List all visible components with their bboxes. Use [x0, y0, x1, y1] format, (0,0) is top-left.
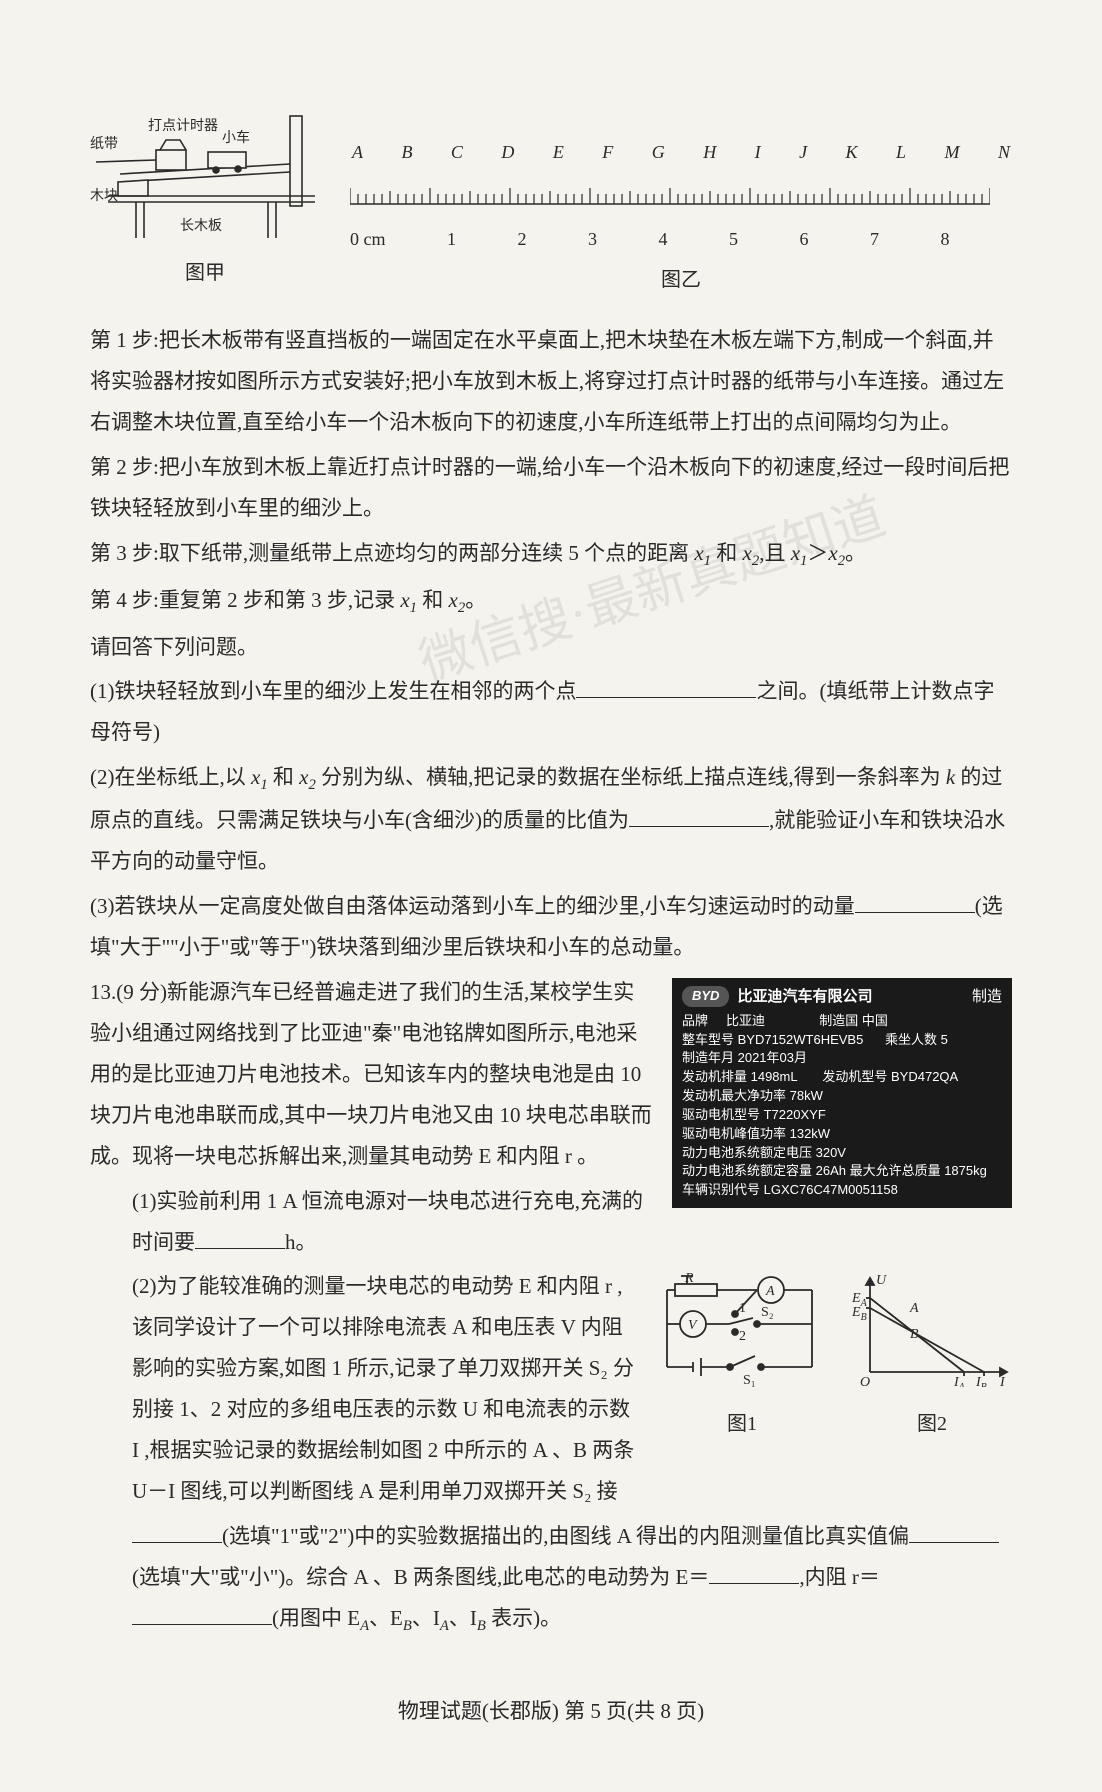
- q13-head: 13.(9 分)新能源汽车已经普遍走进了我们的生活,某校学生实验小组通过网络找到…: [90, 972, 654, 1177]
- nameplate: BYD 比亚迪汽车有限公司 制造 品牌 比亚迪 制造国 中国整车型号 BYD71…: [672, 978, 1012, 1208]
- byd-logo: BYD: [682, 986, 729, 1007]
- label-board: 长木板: [180, 218, 222, 234]
- svg-text:B: B: [910, 1327, 919, 1342]
- svg-text:IA: IA: [953, 1375, 966, 1387]
- svg-text:O: O: [860, 1375, 870, 1387]
- q12-3: (3)若铁块从一定高度处做自由落体运动落到小车上的细沙里,小车匀速运动时的动量(…: [90, 886, 1012, 968]
- q12-1: (1)铁块轻轻放到小车里的细沙上发生在相邻的两个点之间。(填纸带上计数点字母符号…: [90, 671, 1012, 753]
- label-tape: 纸带: [90, 136, 118, 152]
- ruler-numbers: 0 cm 1 2 3 4 5 6 7 8: [350, 220, 1012, 257]
- ruler-letter: A: [352, 135, 363, 170]
- nameplate-row: 车辆识别代号 LGXC76C47M0051158: [682, 1181, 1002, 1200]
- label-timer: 打点计时器: [148, 117, 218, 134]
- ruler-letter: E: [553, 135, 564, 170]
- ruler-number: 8: [941, 222, 950, 257]
- nameplate-row: 品牌 比亚迪 制造国 中国: [682, 1012, 1002, 1031]
- ruler-letter: D: [501, 135, 514, 170]
- step-4: 第 4 步:重复第 2 步和第 3 步,记录 x1 和 x2。: [90, 580, 1012, 623]
- label-cart: 小车: [222, 129, 250, 146]
- apparatus-figure: 纸带 打点计时器 小车 木块 长木板 图甲: [90, 110, 320, 293]
- q13-1: (1)实验前利用 1 A 恒流电源对一块电芯进行充电,充满的时间要h。: [90, 1181, 654, 1263]
- figure-row: 纸带 打点计时器 小车 木块 长木板 图甲 A B C D E F G H I J K L M N 0 c…: [90, 110, 1012, 300]
- ruler-letter: F: [602, 135, 613, 170]
- q13-2-block: (2)为了能较准确的测量一块电芯的电动势 E 和内阻 r ,该同学设计了一个可以…: [90, 1266, 1012, 1516]
- ruler-letter: G: [652, 135, 665, 170]
- ruler-letter: H: [703, 135, 716, 170]
- nameplate-row: 驱动电机型号 T7220XYF: [682, 1106, 1002, 1125]
- ruler-letter: M: [944, 135, 959, 170]
- q13-2b: (选填"1"或"2")中的实验数据描出的,由图线 A 得出的内阻测量值比真实值偏…: [90, 1516, 1012, 1641]
- ruler-number: 1: [447, 222, 456, 257]
- nameplate-row: 动力电池系统额定容量 26Ah 最大允许总质量 1875kg: [682, 1162, 1002, 1181]
- label-block: 木块: [90, 188, 118, 204]
- ruler-number: 5: [729, 222, 738, 257]
- ruler-number: 3: [588, 222, 597, 257]
- circuit-figure: R A V S₂ 1 2 S₁ 图1: [657, 1272, 827, 1444]
- svg-text:S₂: S₂: [761, 1305, 774, 1320]
- nameplate-row: 发动机排量 1498mL 发动机型号 BYD472QA: [682, 1068, 1002, 1087]
- svg-text:IB: IB: [975, 1375, 987, 1387]
- ruler-caption: 图乙: [350, 261, 1012, 300]
- nameplate-row: 动力电池系统额定电压 320V: [682, 1144, 1002, 1163]
- q13-block: 13.(9 分)新能源汽车已经普遍走进了我们的生活,某校学生实验小组通过网络找到…: [90, 972, 1012, 1267]
- ruler-letter: B: [401, 135, 412, 170]
- apparatus-caption: 图甲: [90, 254, 320, 293]
- apparatus-svg: 纸带 打点计时器 小车 木块 长木板: [90, 110, 320, 250]
- nameplate-make: 制造: [972, 986, 1002, 1008]
- ruler-number: 2: [518, 222, 527, 257]
- ruler-number: 6: [800, 222, 809, 257]
- answer-prompt: 请回答下列问题。: [90, 627, 1012, 668]
- ruler-letter: L: [896, 135, 906, 170]
- ruler-letter: I: [755, 135, 761, 170]
- ruler-figure: A B C D E F G H I J K L M N 0 cm 1 2 3 4 5 6 7 8 图乙: [350, 110, 1012, 300]
- svg-text:1: 1: [739, 1301, 746, 1316]
- svg-text:A: A: [765, 1284, 775, 1299]
- graph-figure: U I EA EB A B O IA IB 图2: [852, 1272, 1012, 1444]
- nameplate-row: 驱动电机峰值功率 132kW: [682, 1125, 1002, 1144]
- q12-2: (2)在坐标纸上,以 x1 和 x2 分别为纵、横轴,把记录的数据在坐标纸上描点…: [90, 757, 1012, 882]
- svg-text:I: I: [999, 1375, 1006, 1387]
- svg-text:V: V: [688, 1318, 698, 1333]
- ruler-letter: K: [846, 135, 858, 170]
- ruler-letter: C: [451, 135, 463, 170]
- nameplate-company: 比亚迪汽车有限公司: [737, 986, 872, 1008]
- ruler-letter: J: [799, 135, 807, 170]
- page: 微信搜·最新真题知道: [90, 110, 1012, 1732]
- page-footer: 物理试题(长郡版) 第 5 页(共 8 页): [90, 1691, 1012, 1732]
- ruler-letter: N: [998, 135, 1010, 170]
- step-1: 第 1 步:把长木板带有竖直挡板的一端固定在水平桌面上,把木块垫在木板左端下方,…: [90, 320, 1012, 443]
- circuit-caption: 图1: [657, 1405, 827, 1444]
- ruler-zero: 0 cm: [350, 222, 386, 257]
- nameplate-row: 整车型号 BYD7152WT6HEVB5 乘坐人数 5: [682, 1031, 1002, 1050]
- graph-caption: 图2: [852, 1405, 1012, 1444]
- svg-text:U: U: [876, 1273, 887, 1288]
- svg-text:S₁: S₁: [743, 1373, 756, 1387]
- step-3: 第 3 步:取下纸带,测量纸带上点迹均匀的两部分连续 5 个点的距离 x1 和 …: [90, 533, 1012, 576]
- ruler-number: 7: [870, 222, 879, 257]
- nameplate-row: 制造年月 2021年03月: [682, 1049, 1002, 1068]
- q13-2a: (2)为了能较准确的测量一块电芯的电动势 E 和内阻 r ,该同学设计了一个可以…: [90, 1266, 639, 1512]
- ruler-letters: A B C D E F G H I J K L M N: [350, 135, 1012, 172]
- svg-text:R: R: [684, 1272, 694, 1286]
- nameplate-row: 发动机最大净功率 78kW: [682, 1087, 1002, 1106]
- ruler-svg: [350, 172, 990, 206]
- ruler-number: 4: [659, 222, 668, 257]
- svg-text:A: A: [909, 1301, 919, 1316]
- svg-text:2: 2: [739, 1329, 746, 1344]
- step-2: 第 2 步:把小车放到木板上靠近打点计时器的一端,给小车一个沿木板向下的初速度,…: [90, 447, 1012, 529]
